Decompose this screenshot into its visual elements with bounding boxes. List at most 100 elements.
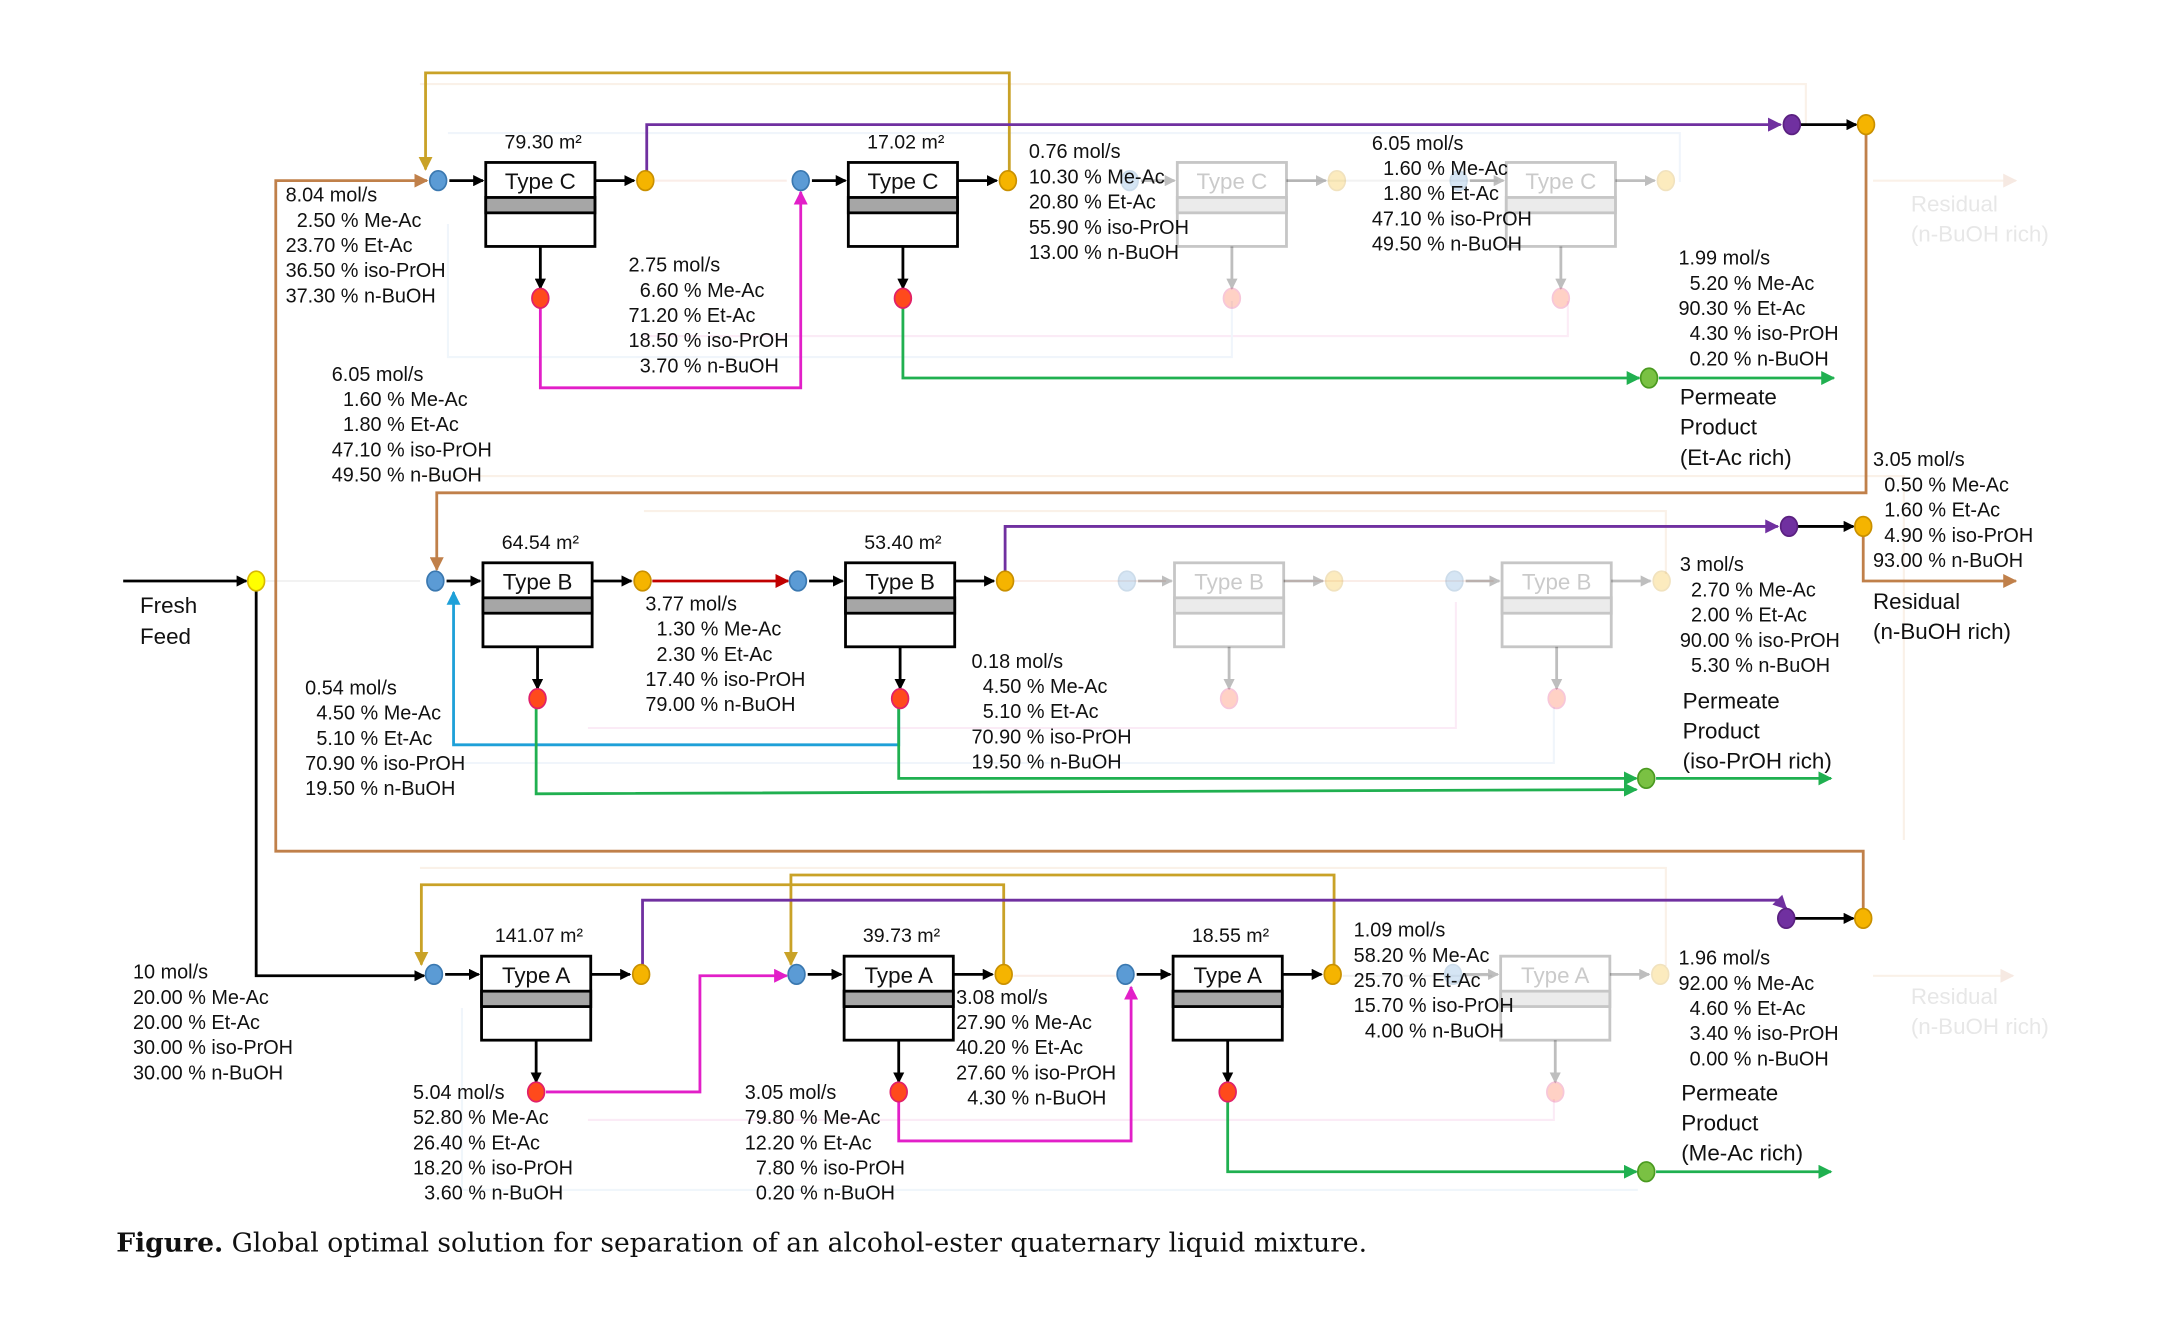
mixer-node: [428, 170, 448, 192]
membrane-layer: [1171, 989, 1284, 1008]
residual-splitter-node: [1853, 907, 1873, 930]
stream-label-a-permeate-product: 1.96 mol/s 92.00 % Me-Ac 4.60 % Et-Ac 3.40 …: [1678, 948, 1838, 1071]
product-label-line: (Me-Ac rich): [1681, 1141, 1803, 1166]
composition: 15.70 % iso-PrOH: [1354, 995, 1514, 1017]
composition: 90.30 % Et-Ac: [1678, 298, 1805, 320]
permeate-node-node: [893, 287, 913, 309]
unit-type: Type C: [1196, 169, 1267, 194]
permeate-node-node: [1546, 1081, 1565, 1103]
stream-label-c-residual-right: 6.05 mol/s 1.60 % Me-Ac 1.80 % Et-Ac 47.10 …: [1372, 133, 1532, 256]
inactive-stream: [419, 866, 1667, 966]
composition: 20.00 % Et-Ac: [133, 1012, 260, 1034]
flow-rate: 3.77 mol/s: [645, 593, 737, 615]
product-label-et-ac: Permeate Product (Et-Ac rich): [1680, 385, 1792, 470]
flow-rate: 0.76 mol/s: [1029, 141, 1121, 163]
product-label-line: Permeate: [1681, 1080, 1778, 1105]
unit-area: 18.55 m²: [1192, 925, 1270, 947]
stream-label-a2-permeate: 3.05 mol/s 79.80 % Me-Ac 12.20 % Et-Ac 7.80…: [745, 1082, 905, 1205]
product-label-line: Residual: [1911, 191, 1998, 216]
flow-rate: 3.08 mol/s: [956, 987, 1048, 1009]
composition: 40.20 % Et-Ac: [956, 1037, 1083, 1059]
composition: 30.00 % iso-PrOH: [133, 1037, 293, 1059]
membrane-layer: [1175, 196, 1288, 215]
membrane-unit-c3[interactable]: Type C: [1175, 161, 1288, 248]
stream-label-c1-permeate: 2.75 mol/s 6.60 % Me-Ac 71.20 % Et-Ac 18.50…: [629, 255, 789, 378]
product-label-line: Residual: [1873, 589, 1960, 614]
permeate-node-node: [1547, 687, 1566, 710]
composition: 27.60 % iso-PrOH: [956, 1062, 1116, 1084]
b2-permeate-stream: [897, 708, 1638, 786]
stream-label-c2-retentate: 0.76 mol/s 10.30 % Me-Ac 20.80 % Et-Ac 55.9…: [1029, 141, 1189, 264]
product-collector-node: [1637, 1161, 1656, 1183]
unit-type: Type B: [503, 569, 573, 594]
splitter-node: [1324, 570, 1344, 592]
product-label-line: Product: [1680, 415, 1758, 440]
composition: 2.70 % Me-Ac: [1691, 579, 1816, 601]
composition: 4.30 % iso-PrOH: [1690, 323, 1839, 345]
inactive-stream: [419, 83, 1807, 127]
residual-collector-node: [1782, 114, 1802, 136]
composition: 49.50 % n-BuOH: [332, 465, 482, 487]
splitter-node: [633, 570, 652, 592]
stream-label-a2-retentate: 3.08 mol/s 27.90 % Me-Ac 40.20 % Et-Ac 27.6…: [956, 987, 1116, 1110]
composition: 4.50 % Me-Ac: [983, 676, 1108, 698]
unit-body: [1175, 161, 1288, 248]
permeate-node-node: [1222, 287, 1242, 309]
composition: 47.10 % iso-PrOH: [1372, 208, 1532, 230]
flow-rate: 0.54 mol/s: [305, 677, 397, 699]
mixer-node: [1116, 963, 1135, 986]
composition: 0.00 % n-BuOH: [1690, 1048, 1829, 1070]
splitter-node: [995, 570, 1015, 592]
composition: 79.80 % Me-Ac: [745, 1107, 881, 1129]
unit-type: Type A: [865, 963, 933, 988]
product-label-line: Residual: [1911, 984, 1998, 1009]
caption-label: Figure.: [116, 1228, 223, 1259]
stream-label-fresh-feed: 10 mol/s 20.00 % Me-Ac 20.00 % Et-Ac 30.00 …: [133, 962, 293, 1085]
composition: 5.10 % Et-Ac: [983, 701, 1099, 723]
mixer-node: [1443, 963, 1463, 986]
membrane-layer: [844, 596, 957, 615]
membrane-unit-c2[interactable]: Type C: [846, 161, 959, 248]
membrane-layer: [480, 989, 593, 1008]
unit-body: [1173, 561, 1286, 649]
splitter-node: [631, 963, 651, 986]
stream-label-c-feed: 8.04 mol/s 2.50 % Me-Ac 23.70 % Et-Ac 36.50…: [286, 185, 446, 308]
membrane-unit-c1[interactable]: Type C: [484, 161, 597, 248]
membrane-unit-b2[interactable]: Type B: [844, 561, 957, 649]
composition: 5.10 % Et-Ac: [316, 728, 432, 750]
flow-rate: 3.05 mol/s: [1873, 449, 1965, 471]
composition: 4.50 % Me-Ac: [316, 703, 441, 725]
membrane-layer: [1500, 596, 1613, 615]
composition: 0.20 % n-BuOH: [1690, 348, 1829, 370]
membrane-unit-a4[interactable]: Type A: [1499, 954, 1612, 1042]
membrane-unit-a1[interactable]: Type A: [480, 954, 593, 1042]
mixer-node: [426, 570, 445, 592]
product-label-me-ac: Permeate Product (Me-Ac rich): [1681, 1080, 1803, 1165]
flow-rate: 5.04 mol/s: [413, 1082, 505, 1104]
flow-rate: 1.96 mol/s: [1678, 948, 1770, 970]
splitter-node: [1652, 570, 1671, 592]
membrane-layer: [1499, 989, 1612, 1008]
composition: 1.80 % Et-Ac: [1383, 183, 1499, 205]
membrane-unit-a3[interactable]: Type A: [1171, 954, 1284, 1042]
membrane-unit-b3[interactable]: Type B: [1173, 561, 1286, 649]
membrane-layer: [1504, 196, 1617, 215]
splitter-node: [636, 170, 655, 192]
unit-type: Type C: [505, 169, 576, 194]
composition: 47.10 % iso-PrOH: [332, 439, 492, 461]
membrane-unit-c4[interactable]: Type C: [1504, 161, 1617, 248]
composition: 10.30 % Me-Ac: [1029, 166, 1165, 188]
composition: 3.60 % n-BuOH: [424, 1183, 563, 1205]
composition: 18.20 % iso-PrOH: [413, 1158, 573, 1180]
a2-permeate-stream: [897, 985, 1139, 1143]
composition: 4.00 % n-BuOH: [1365, 1020, 1504, 1042]
membrane-unit-b1[interactable]: Type B: [481, 561, 594, 649]
inactive-stream: [419, 474, 1905, 840]
product-label-line: (n-BuOH rich): [1911, 1014, 2049, 1039]
composition: 26.40 % Et-Ac: [413, 1132, 540, 1154]
mixer-node: [787, 963, 806, 986]
membrane-unit-b4[interactable]: Type B: [1500, 561, 1613, 649]
membrane-unit-a2[interactable]: Type A: [842, 954, 955, 1042]
mixer-node: [424, 963, 444, 986]
